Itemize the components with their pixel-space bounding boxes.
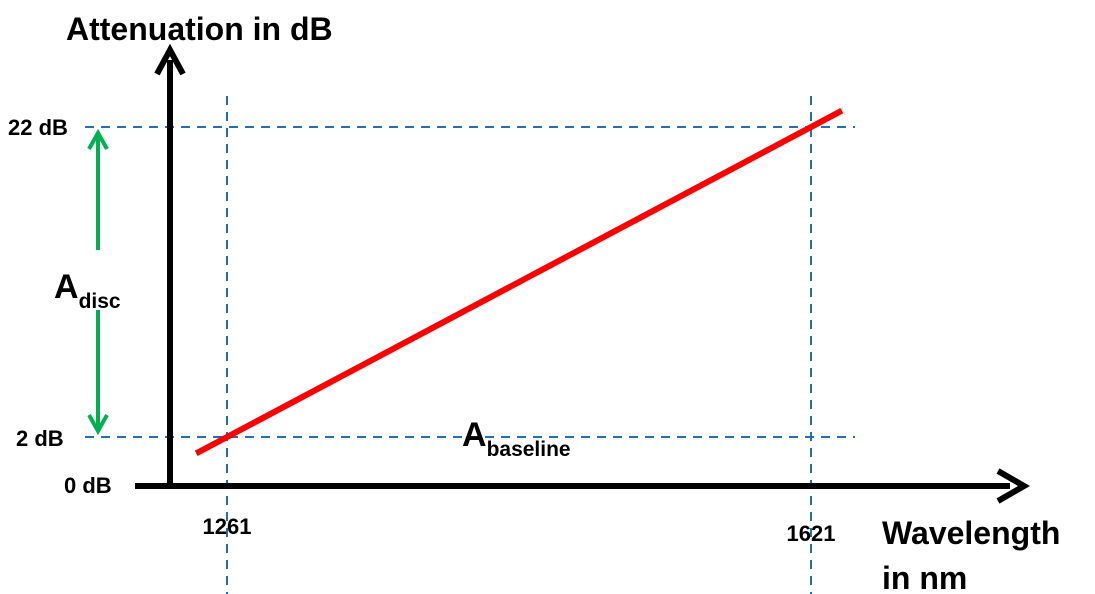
- a-baseline-label-main: A: [462, 416, 487, 454]
- a-disc-double-arrow: [87, 128, 109, 436]
- a-disc-label: Adisc: [54, 268, 121, 313]
- guide-lines: [85, 96, 855, 594]
- a-baseline-label: Abaseline: [462, 416, 571, 461]
- a-disc-label-sub: disc: [79, 290, 121, 313]
- x-axis-title-line2: in nm: [882, 560, 967, 594]
- y-tick-label-2db: 2 dB: [16, 426, 64, 451]
- y-axis-arrowhead: [154, 43, 186, 76]
- a-baseline-label-sub: baseline: [487, 438, 571, 461]
- x-axis-title-line1: Wavelength: [882, 515, 1060, 551]
- a-disc-arrowhead-up: [87, 128, 109, 150]
- y-tick-label-0db: 0 dB: [64, 473, 112, 498]
- x-tick-label-1261: 1261: [203, 514, 252, 539]
- x-axis-arrowhead: [996, 468, 1031, 504]
- y-tick-label-22db: 22 dB: [8, 115, 68, 140]
- attenuation-series-line: [194, 107, 844, 457]
- axes: [135, 43, 1031, 504]
- y-axis-title: Attenuation in dB: [66, 11, 333, 47]
- a-disc-label-main: A: [54, 268, 79, 306]
- a-disc-arrowhead-down: [87, 414, 109, 436]
- x-tick-label-1621: 1621: [787, 521, 836, 546]
